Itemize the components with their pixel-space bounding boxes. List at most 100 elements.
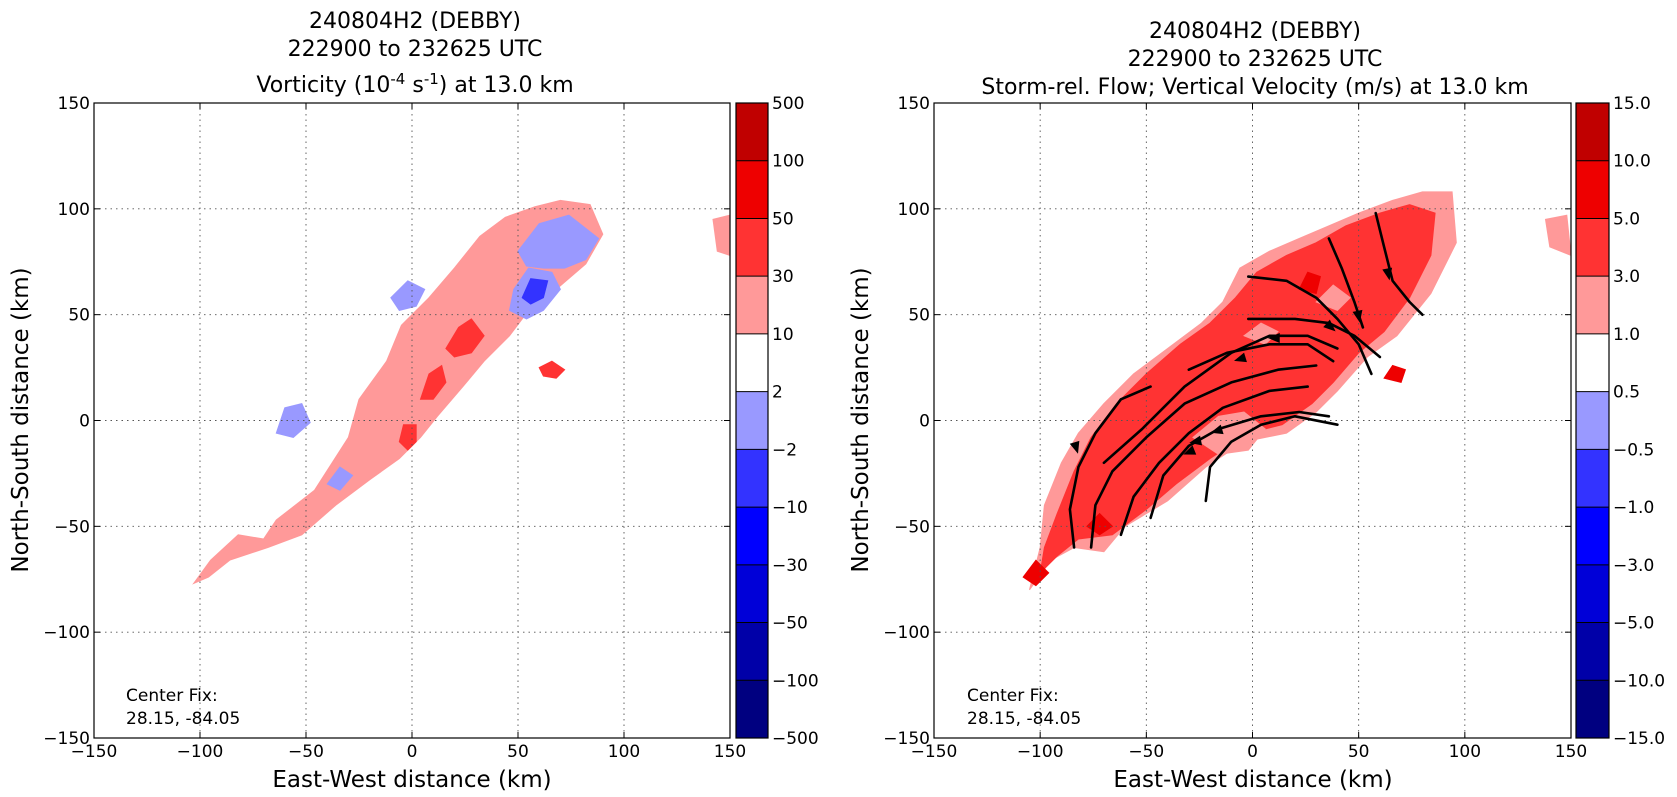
panel1-title-line2: 222900 to 232625 UTC <box>288 37 543 62</box>
contour-region <box>1298 271 1321 295</box>
colorbar-tick-label: 30 <box>772 267 794 287</box>
colorbar-segment <box>1576 218 1609 277</box>
colorbar-tick-label: −2 <box>772 440 797 460</box>
contour-region <box>1192 411 1266 455</box>
x-tick-label: −100 <box>177 742 224 762</box>
streamline-arrowhead <box>1323 319 1336 332</box>
x-tick-label: −150 <box>911 742 958 762</box>
streamline-arrowhead <box>1189 435 1203 446</box>
colorbar-tick-label: −10.0 <box>1613 671 1665 691</box>
panel2-contour-fills <box>1022 191 1572 591</box>
contour-region <box>419 364 447 400</box>
y-tick-label: 150 <box>58 94 90 114</box>
contour-region <box>445 318 485 358</box>
y-tick-label: −100 <box>43 623 90 643</box>
x-tick-label: 50 <box>507 742 529 762</box>
panel2-title-line3: Storm-rel. Flow; Vertical Velocity (m/s)… <box>981 75 1528 100</box>
colorbar-segment <box>736 276 768 334</box>
colorbar-tick-label: −3.0 <box>1613 556 1654 576</box>
colorbar-segment <box>736 333 768 392</box>
colorbar-tick-label: 10 <box>772 325 794 345</box>
x-tick-label: 0 <box>1247 742 1258 762</box>
colorbar-tick-label: 5.0 <box>1613 209 1640 229</box>
colorbar-frame <box>735 102 769 739</box>
y-tick-label: −150 <box>883 729 930 749</box>
colorbar-tick-label: 100 <box>772 152 804 172</box>
x-tick-label: 100 <box>608 742 640 762</box>
colorbar-segment <box>736 564 768 623</box>
panel1-center-fix-coords: 28.15, -84.05 <box>126 709 240 729</box>
colorbar-tick-label: −30 <box>772 556 808 576</box>
contour-region <box>1544 214 1572 257</box>
colorbar-segment <box>1576 160 1609 219</box>
colorbar-segment <box>1576 622 1609 681</box>
panel2-grid <box>934 103 1571 738</box>
panel2-x-ticks: −150 −100 −50 0 50 100 150 <box>911 103 1587 762</box>
panel2-streamlines <box>1068 211 1424 549</box>
panel1-x-axis-label: East-West distance (km) <box>272 767 551 793</box>
streamline <box>1068 385 1152 549</box>
colorbar-segment <box>736 507 768 565</box>
streamline-arrowhead <box>1210 424 1224 435</box>
colorbar-segment <box>1576 103 1609 161</box>
y-tick-label: 50 <box>908 306 930 326</box>
colorbar-tick-label: −5.0 <box>1613 614 1654 634</box>
colorbar-tick-label: −100 <box>772 671 819 691</box>
contour-region <box>390 280 426 311</box>
streamline-arrowhead <box>1069 440 1080 454</box>
colorbar-tick-label: 2 <box>772 383 783 403</box>
colorbar-segment <box>736 160 768 219</box>
panel1-x-ticks: −150 −100 −50 0 50 100 150 <box>71 103 746 762</box>
colorbar-segment <box>736 218 768 277</box>
streamline-arrowhead <box>1183 445 1197 455</box>
colorbar-segment <box>736 449 768 508</box>
x-tick-label: −50 <box>1128 742 1164 762</box>
colorbar-segment <box>736 391 768 450</box>
panel-vertical-velocity: 240804H2 (DEBBY) 222900 to 232625 UTC St… <box>848 19 1665 793</box>
streamline <box>1374 211 1424 317</box>
contour-region <box>712 214 731 257</box>
colorbar-tick-label: −15.0 <box>1613 729 1665 749</box>
colorbar-frame <box>1575 102 1610 739</box>
panel1-title-exponent1: -4 <box>390 70 405 88</box>
contour-region <box>521 278 549 305</box>
panel2-center-fix-coords: 28.15, -84.05 <box>967 709 1081 729</box>
streamline <box>1089 364 1318 549</box>
colorbar-tick-label: 0.5 <box>1613 383 1640 403</box>
colorbar-tick-label: 3.0 <box>1613 267 1640 287</box>
x-tick-label: 100 <box>1449 742 1481 762</box>
y-tick-label: 0 <box>79 412 90 432</box>
contour-region <box>398 424 417 451</box>
panel1-title-prefix: Vorticity (10 <box>256 73 390 98</box>
colorbar-segment <box>1576 449 1609 508</box>
contour-region <box>1315 284 1351 311</box>
panel1-title-line3: Vorticity (10-4 s-1) at 13.0 km <box>256 70 573 98</box>
colorbar-tick-label: −0.5 <box>1613 440 1654 460</box>
y-tick-label: 100 <box>58 200 90 220</box>
streamline <box>1187 342 1335 372</box>
panel2-y-axis-label: North-South distance (km) <box>848 267 874 572</box>
panel2-colorbar: −15.0 −10.0 −5.0 −3.0 −1.0 −0.5 0.5 1.0 3.0 5.0 10… <box>1575 94 1665 749</box>
panel2-title-line1: 240804H2 (DEBBY) <box>1149 19 1361 44</box>
x-tick-label: −50 <box>288 742 324 762</box>
panel1-title-mid: s <box>405 73 423 98</box>
x-tick-label: 50 <box>1348 742 1370 762</box>
colorbar-segment <box>1576 276 1609 334</box>
x-tick-label: 150 <box>1555 742 1587 762</box>
colorbar-tick-label: 50 <box>772 209 794 229</box>
contour-region <box>326 466 354 491</box>
colorbar-segment <box>1576 333 1609 392</box>
colorbar-segment <box>736 103 768 161</box>
colorbar-segment <box>1576 564 1609 623</box>
colorbar-tick-label: 15.0 <box>1613 94 1651 114</box>
y-tick-label: −100 <box>883 623 930 643</box>
panel1-y-ticks: −150 −100 −50 0 50 100 150 <box>43 94 730 749</box>
colorbar-tick-label: −50 <box>772 614 808 634</box>
colorbar-segment <box>1576 391 1609 450</box>
streamline <box>1247 275 1373 376</box>
panel-vorticity: 240804H2 (DEBBY) 222900 to 232625 UTC Vo… <box>8 9 819 793</box>
panel1-title-line1: 240804H2 (DEBBY) <box>309 9 521 34</box>
panel2-center-fix-label: Center Fix: <box>967 686 1059 706</box>
streamline-arrowhead <box>1234 352 1247 363</box>
